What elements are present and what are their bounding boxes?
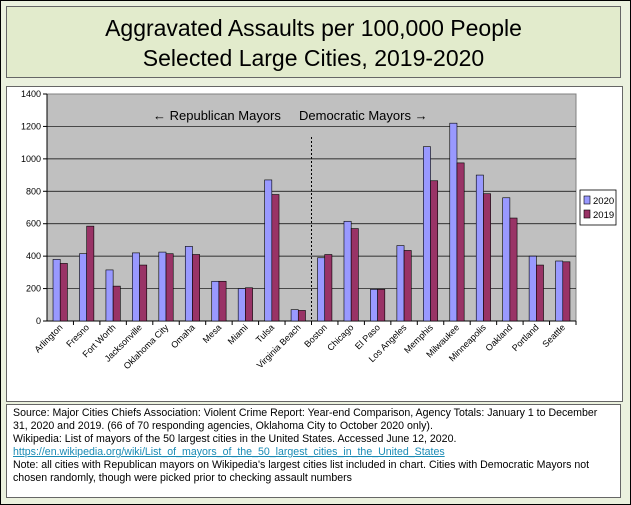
bar-2020 (343, 220, 352, 322)
y-tick-label: 200 (26, 284, 41, 294)
x-category-label: Seattle (540, 322, 567, 349)
bar-2020 (370, 289, 378, 322)
chart-title-line-1: Aggravated Assaults per 100,000 People (105, 15, 522, 41)
methodology-note: Note: all cities with Republican mayors … (13, 459, 590, 484)
chart-title-box: Aggravated Assaults per 100,000 People S… (6, 6, 621, 78)
bar-2019 (245, 287, 253, 322)
bar-2020 (105, 269, 114, 322)
bar-2020 (317, 257, 326, 322)
bar-2019 (112, 285, 121, 322)
bar-2019 (86, 225, 95, 322)
legend-label-2020: 2020 (593, 196, 614, 207)
annotation-republican-mayors: ← Republican Mayors (153, 108, 281, 123)
y-tick-label: 800 (26, 186, 41, 196)
x-category-label: Tulsa (254, 322, 276, 344)
bar-2019 (377, 289, 386, 322)
x-category-label: Miami (226, 322, 250, 346)
y-tick-label: 600 (26, 219, 41, 229)
bar-2020 (290, 309, 299, 322)
x-category-label: Chicago (325, 322, 355, 352)
bar-2019 (536, 264, 544, 322)
bar-2020 (475, 174, 484, 322)
bar-2019 (192, 254, 200, 322)
bar-2019 (509, 217, 518, 322)
bar-2019 (403, 250, 412, 322)
bar-2020 (449, 122, 458, 322)
legend-label-2019: 2019 (593, 210, 614, 221)
bar-2020 (52, 259, 61, 322)
x-category-label: Omaha (169, 322, 197, 350)
legend-swatch-2020 (583, 195, 591, 205)
bar-2019 (430, 180, 439, 322)
bar-2020 (132, 252, 140, 322)
x-category-label: Mesa (201, 322, 224, 345)
bar-2020 (502, 197, 511, 322)
bar-2019 (165, 253, 174, 322)
bar-2020 (237, 288, 246, 322)
bar-2020 (528, 255, 537, 322)
bar-2019 (271, 194, 280, 322)
bar-2019 (350, 228, 359, 322)
bar-2020 (264, 179, 273, 322)
bar-2019 (139, 264, 148, 322)
y-tick-label: 400 (26, 251, 41, 261)
x-category-label: Arlington (32, 322, 64, 354)
x-category-label: Portland (510, 322, 541, 353)
source-notes: Source: Major Cities Chiefs Association:… (6, 404, 621, 498)
bar-2020 (555, 260, 564, 322)
y-tick-label: 1200 (21, 121, 41, 131)
bar-2019 (456, 162, 465, 322)
x-category-label: Oakland (484, 322, 515, 353)
bar-2019 (483, 193, 491, 322)
y-tick-label: 1000 (21, 154, 41, 164)
bar-2019 (59, 263, 68, 322)
y-tick-label: 0 (36, 316, 41, 326)
bar-2020 (423, 146, 431, 322)
bar-2019 (562, 261, 571, 322)
bar-2020 (184, 246, 193, 322)
source-citation: Source: Major Cities Chiefs Association:… (13, 407, 598, 432)
bar-2020 (211, 280, 220, 322)
annotation-democratic-mayors: Democratic Mayors → (299, 108, 428, 123)
chart-area: 0 200 400 600 800 1000 1200 1400 Arlington Fresno… (6, 86, 623, 402)
bar-2020 (79, 253, 87, 322)
bar-2019 (324, 254, 333, 322)
chart-title-line-2: Selected Large Cities, 2019-2020 (142, 45, 485, 71)
wikipedia-link[interactable]: https://en.wikipedia.org/wiki/List_of_ma… (13, 446, 445, 458)
wikipedia-citation: Wikipedia: List of mayors of the 50 larg… (13, 433, 457, 445)
bar-2019 (218, 280, 227, 322)
bar-2020 (396, 245, 405, 322)
bar-2020 (158, 251, 167, 322)
legend-swatch-2019 (583, 209, 591, 219)
bar-2019 (297, 310, 306, 322)
y-tick-label: 1400 (21, 89, 41, 99)
